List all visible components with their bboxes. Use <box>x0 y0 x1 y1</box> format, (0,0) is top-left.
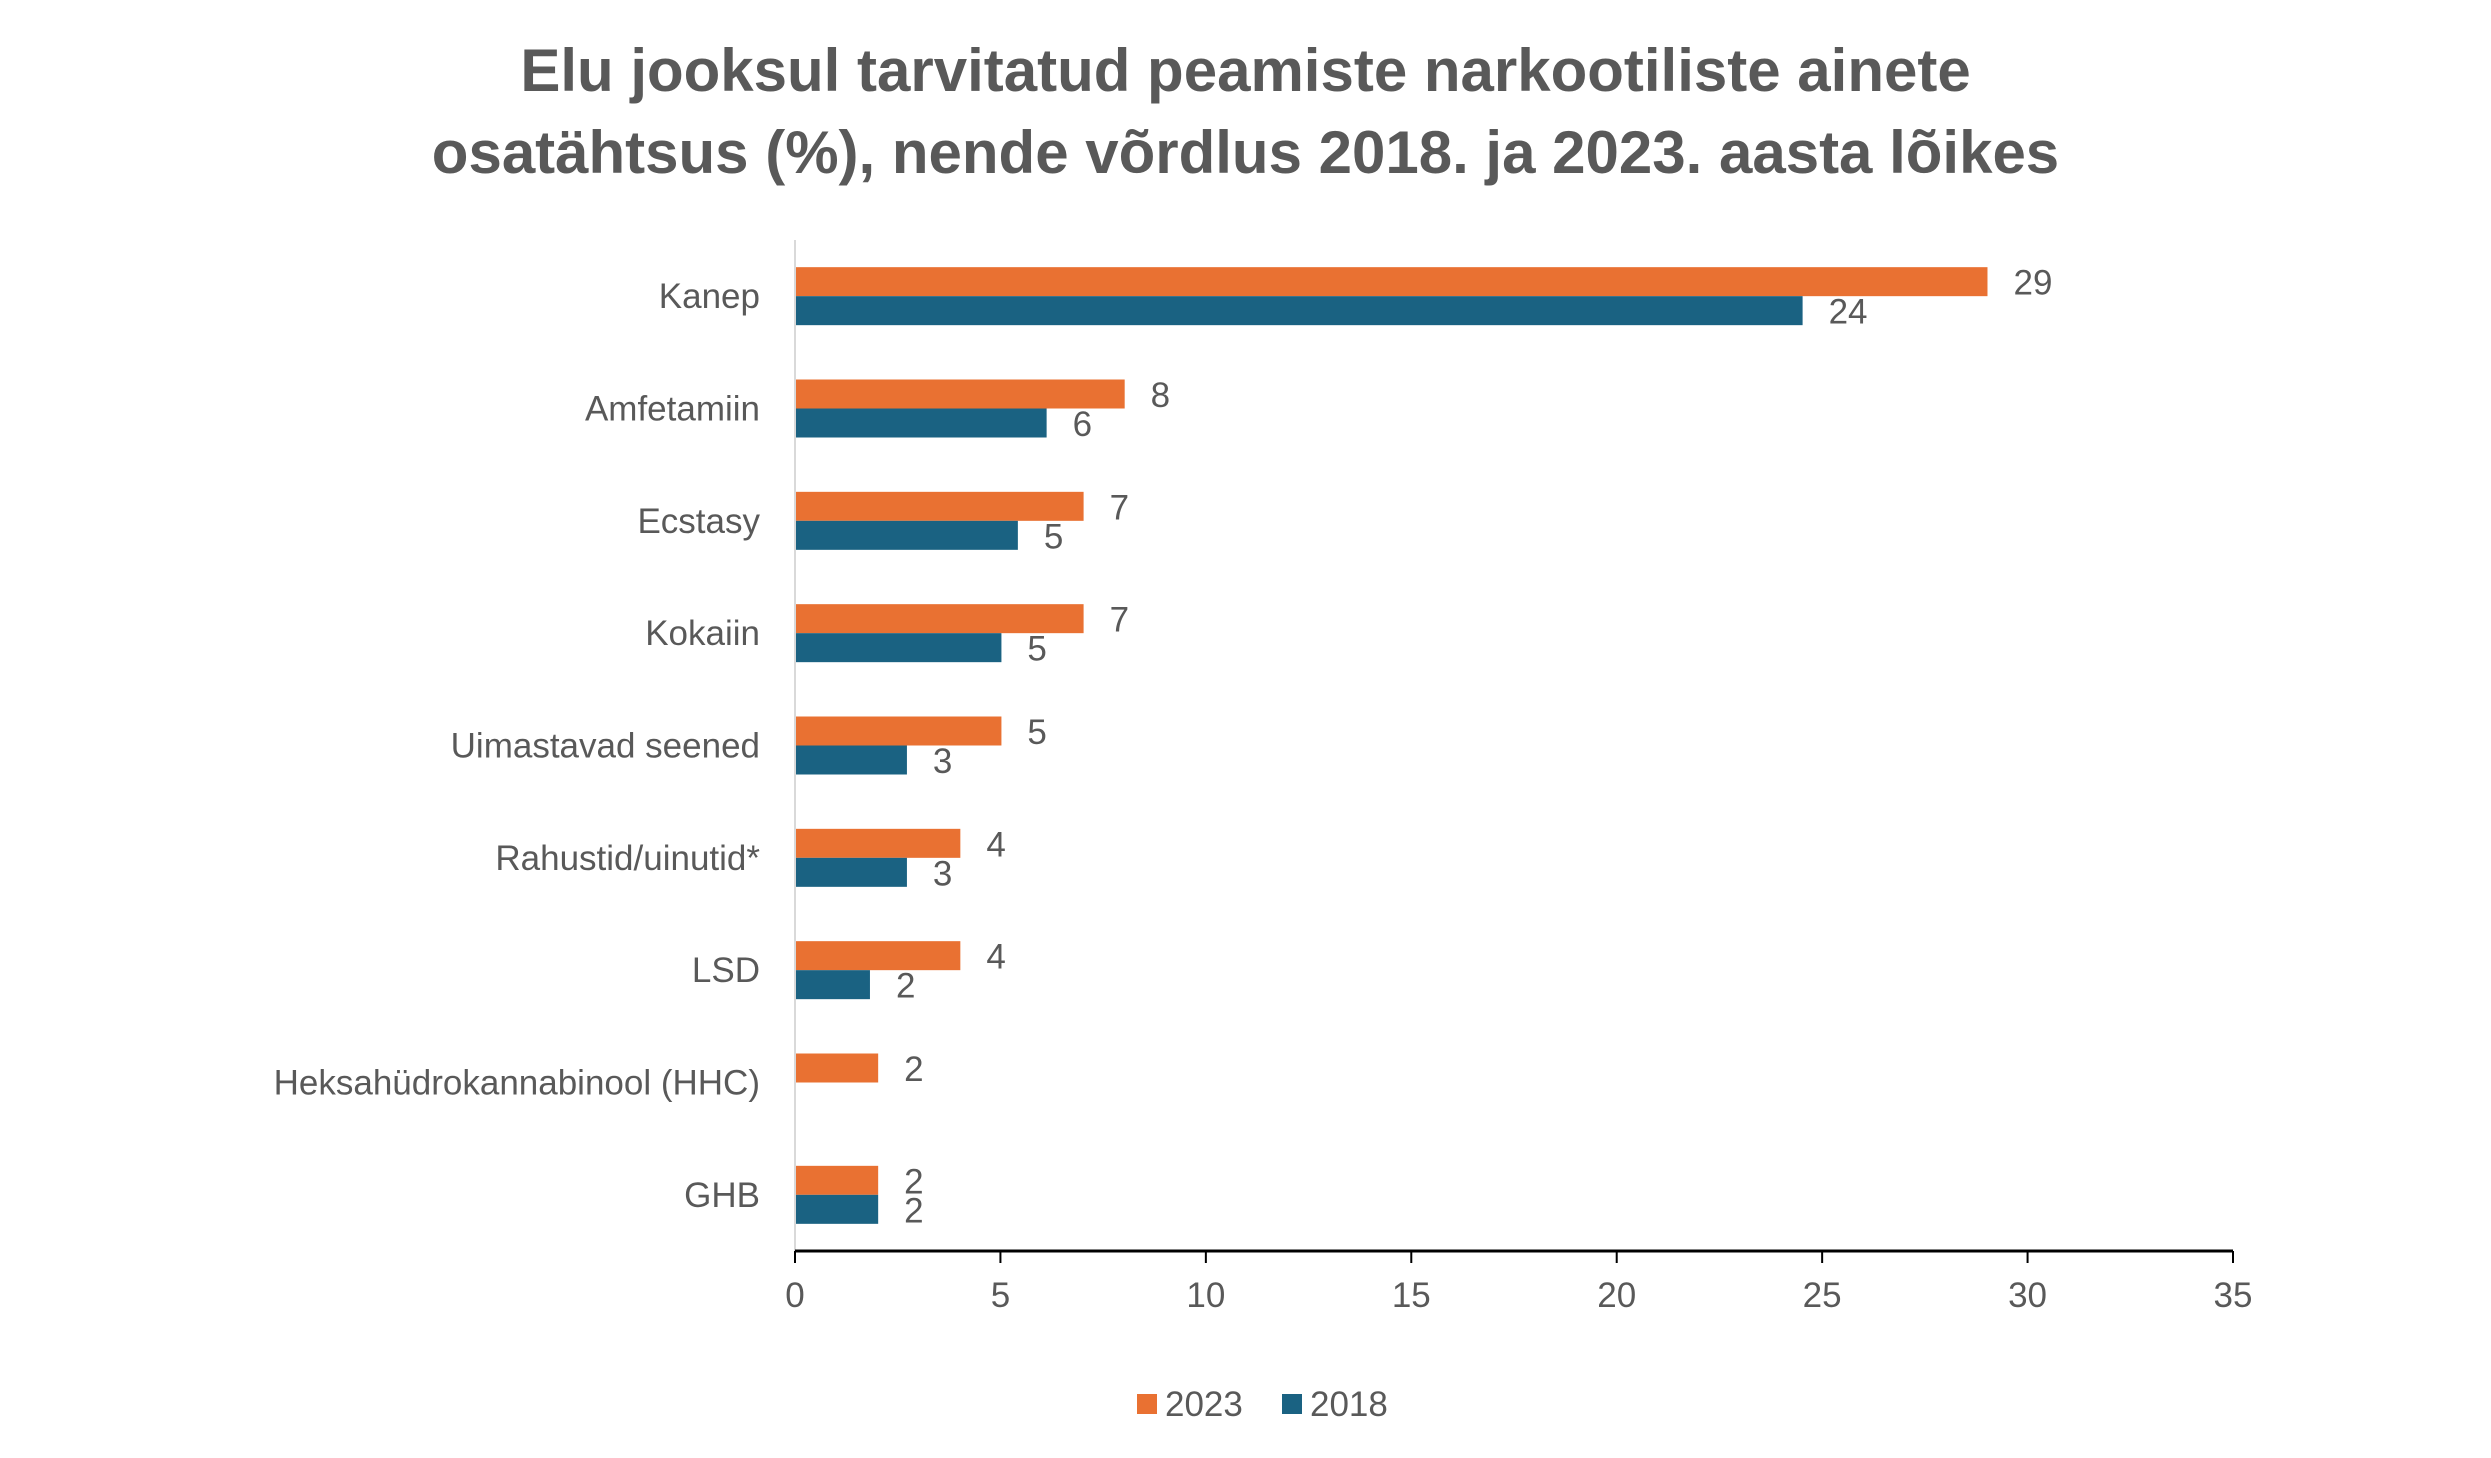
bar-2023 <box>796 941 961 971</box>
category-label: Kokaiin <box>645 614 760 653</box>
x-tick-label: 20 <box>1597 1276 1636 1315</box>
data-label-2023: 4 <box>986 825 1005 864</box>
x-tick-label: 10 <box>1186 1276 1225 1315</box>
chart-title: Elu jooksul tarvitatud peamiste narkooti… <box>0 30 2491 194</box>
bar-2018 <box>796 408 1047 438</box>
data-label-2018: 6 <box>1073 405 1092 444</box>
data-label-2018: 2 <box>904 1191 923 1230</box>
bar-2018 <box>796 970 870 1000</box>
bar-2023 <box>796 716 1002 746</box>
data-label-2023: 2 <box>904 1050 923 1089</box>
data-label-2023: 7 <box>1110 601 1129 640</box>
x-tick-label: 25 <box>1803 1276 1842 1315</box>
legend-swatch-2018 <box>1282 1394 1302 1414</box>
bar-2023 <box>796 1165 879 1195</box>
category-label: Uimastavad seened <box>451 727 760 766</box>
chart-title-line-1: Elu jooksul tarvitatud peamiste narkooti… <box>520 37 1971 104</box>
data-label-2018: 3 <box>933 854 952 893</box>
bar-2023 <box>796 267 1988 297</box>
category-label: Amfetamiin <box>585 390 760 429</box>
x-tick-label: 5 <box>991 1276 1010 1315</box>
data-label-2023: 4 <box>986 938 1005 977</box>
data-label-2018: 3 <box>933 742 952 781</box>
bar-2018 <box>796 745 907 775</box>
data-label-2018: 5 <box>1044 517 1063 556</box>
bar-2018 <box>796 520 1018 550</box>
chart-title-line-2: osatähtsus (%), nende võrdlus 2018. ja 2… <box>431 119 2060 186</box>
category-label: Kanep <box>659 277 760 316</box>
legend-label-2018: 2018 <box>1310 1385 1388 1424</box>
category-label: LSD <box>692 951 760 990</box>
bar-2023 <box>796 1053 879 1083</box>
category-label: Heksahüdrokannabinool (HHC) <box>274 1064 760 1103</box>
bar-2023 <box>796 379 1125 409</box>
data-label-2023: 5 <box>1027 713 1046 752</box>
legend-label-2023: 2023 <box>1165 1385 1243 1424</box>
data-label-2023: 2 <box>904 1162 923 1201</box>
category-label: Ecstasy <box>637 502 760 541</box>
x-tick-label: 35 <box>2214 1276 2253 1315</box>
bar-2018 <box>796 1194 879 1224</box>
bar-2018 <box>796 633 1002 663</box>
bar-2018 <box>796 857 907 887</box>
data-label-2023: 29 <box>2013 264 2052 303</box>
data-label-2018: 5 <box>1027 630 1046 669</box>
data-label-2018: 2 <box>896 967 915 1006</box>
category-label: GHB <box>684 1176 760 1215</box>
legend-swatch-2023 <box>1137 1394 1157 1414</box>
x-tick-label: 0 <box>785 1276 804 1315</box>
x-tick-label: 15 <box>1392 1276 1431 1315</box>
x-tick-label: 30 <box>2008 1276 2047 1315</box>
bar-2023 <box>796 828 961 858</box>
data-label-2023: 7 <box>1110 488 1129 527</box>
data-label-2023: 8 <box>1151 376 1170 415</box>
bar-2023 <box>796 604 1084 634</box>
bar-2018 <box>796 296 1803 326</box>
bar-2023 <box>796 491 1084 521</box>
data-label-2018: 24 <box>1829 293 1868 332</box>
category-label: Rahustid/uinutid* <box>495 839 760 878</box>
